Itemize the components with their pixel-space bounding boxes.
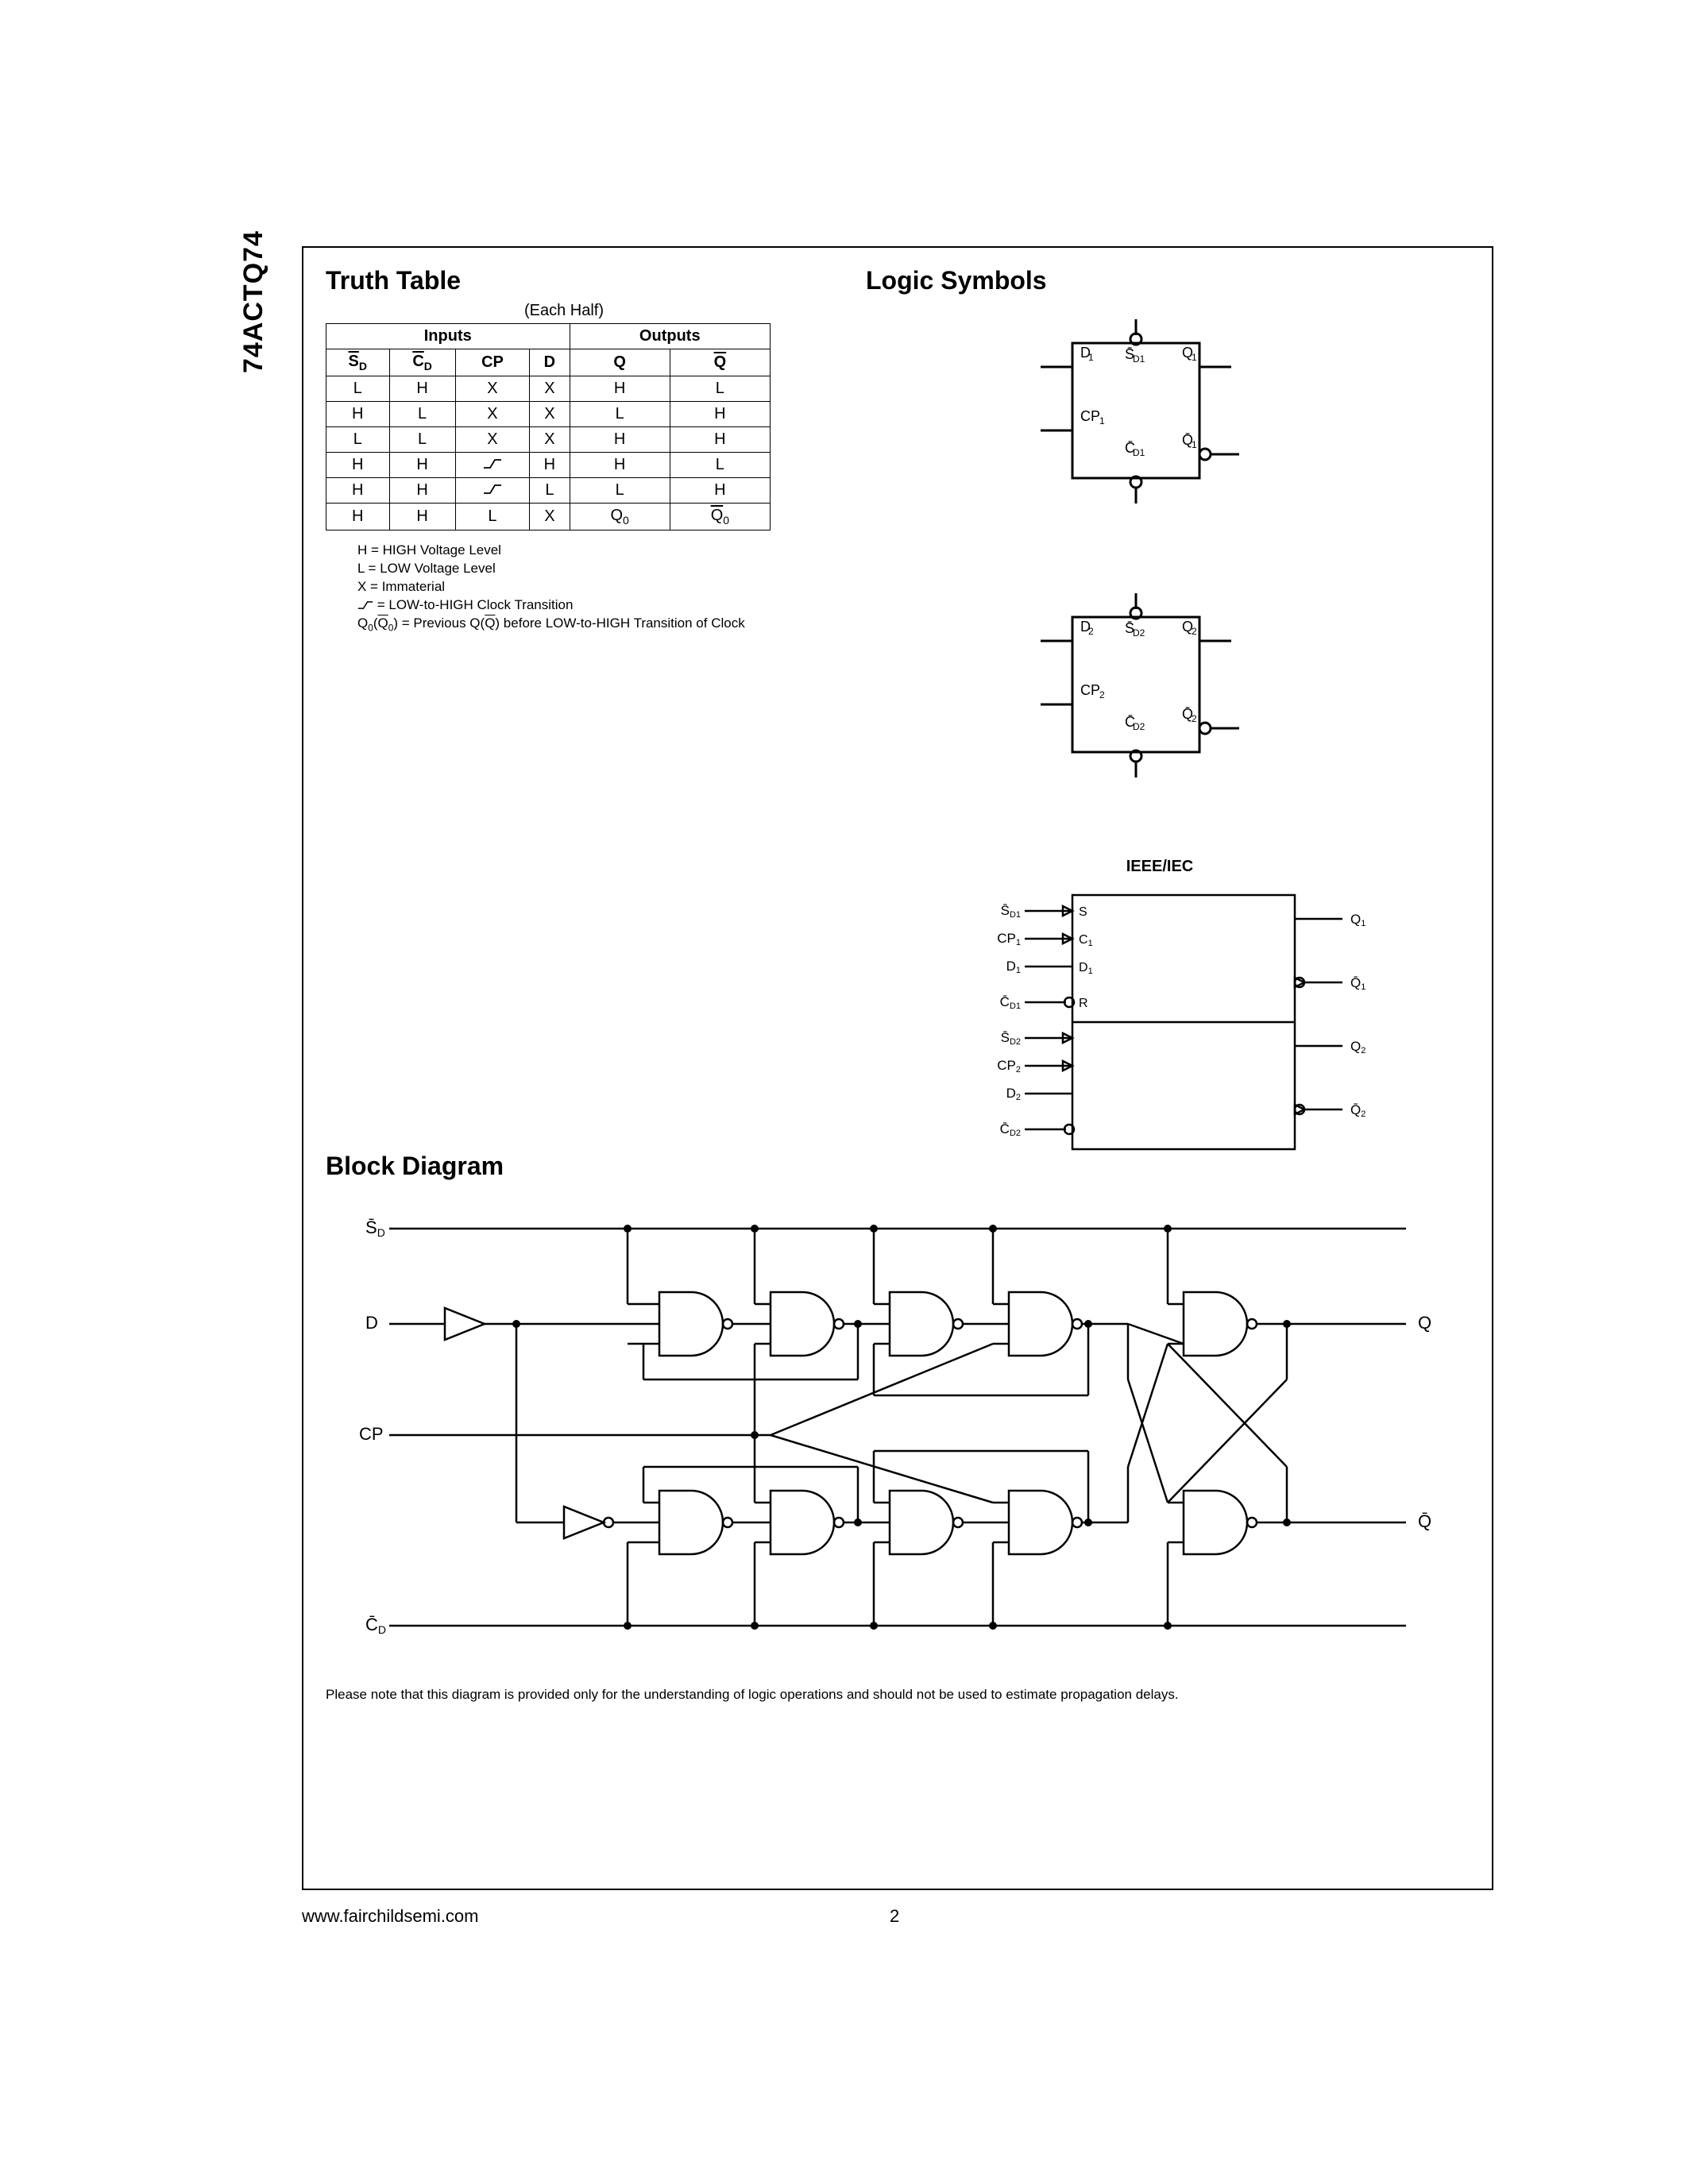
footer-page-number: 2 xyxy=(890,1906,899,1927)
svg-text:D2: D2 xyxy=(1133,721,1145,732)
svg-text:Q1: Q1 xyxy=(1350,912,1365,928)
ieee-label: IEEE/IEC xyxy=(866,858,1454,876)
svg-text:R: R xyxy=(1079,997,1088,1010)
logic-symbol-box-1: D1 CP1 Q1 Q̄1 S̄D1 C̄D1 xyxy=(866,295,1454,581)
logic-symbol-box-2: D2 CP2 Q2 Q̄2 S̄D2 C̄D2 xyxy=(866,585,1454,839)
svg-text:S̄D2: S̄D2 xyxy=(1001,1030,1021,1047)
truth-table-legend: H = HIGH Voltage LevelL = LOW Voltage Le… xyxy=(357,542,802,634)
table-row: HLXXLH xyxy=(326,402,771,427)
svg-text:C̄D2: C̄D2 xyxy=(1000,1121,1021,1138)
svg-text:D1: D1 xyxy=(1133,353,1145,365)
svg-text:Q̄1: Q̄1 xyxy=(1350,975,1365,992)
svg-text:CP: CP xyxy=(1080,408,1100,424)
part-number-side: 74ACTQ74 xyxy=(238,230,269,373)
svg-text:C1: C1 xyxy=(1079,933,1093,948)
table-row: LLXXHH xyxy=(326,427,771,453)
svg-text:1: 1 xyxy=(1099,415,1105,426)
table-row: HHLLH xyxy=(326,478,771,504)
svg-text:S̄D1: S̄D1 xyxy=(1001,903,1021,920)
svg-text:CP2: CP2 xyxy=(997,1058,1021,1075)
svg-text:Q2: Q2 xyxy=(1350,1039,1365,1055)
svg-text:Q̄: Q̄ xyxy=(1418,1511,1431,1531)
truth-table-section: Truth Table (Each Half) Inputs Outputs S… xyxy=(326,266,802,634)
svg-text:C̄D1: C̄D1 xyxy=(1000,994,1021,1011)
svg-text:Q̄2: Q̄2 xyxy=(1350,1102,1365,1119)
truth-table: Inputs Outputs SD CD CP D Q Q LHXXHLHLXX… xyxy=(326,323,771,531)
svg-text:S: S xyxy=(1079,905,1087,919)
footer-url: www.fairchildsemi.com xyxy=(302,1906,479,1927)
block-diagram-note: Please note that this diagram is provide… xyxy=(326,1687,1470,1703)
svg-text:CP: CP xyxy=(359,1424,384,1444)
svg-text:2: 2 xyxy=(1088,626,1094,637)
table-row: HHLXQ0Q0 xyxy=(326,504,771,531)
svg-text:D1: D1 xyxy=(1006,959,1021,975)
group-header-inputs: Inputs xyxy=(326,324,570,349)
svg-text:D2: D2 xyxy=(1006,1086,1021,1102)
svg-text:2: 2 xyxy=(1192,713,1197,724)
block-diagram-title: Block Diagram xyxy=(326,1152,1470,1181)
block-diagram-svg: S̄D D CP C̄D Q Q̄ xyxy=(326,1181,1470,1673)
group-header-outputs: Outputs xyxy=(570,324,770,349)
svg-text:Q: Q xyxy=(1418,1313,1431,1333)
svg-text:D2: D2 xyxy=(1133,627,1145,639)
table-row: LHXXHL xyxy=(326,376,771,402)
svg-text:2: 2 xyxy=(1099,689,1105,700)
logic-symbols-section: Logic Symbols D1 CP1 Q1 Q̄1 S̄D1 C̄D1 xyxy=(866,266,1454,1169)
svg-text:D1: D1 xyxy=(1133,447,1145,458)
truth-table-title: Truth Table xyxy=(326,266,802,295)
ieee-symbol: S̄D1 CP1 D1 C̄D1 S̄D2 CP2 D2 C̄D2 S C1 D… xyxy=(866,879,1454,1165)
column-header-row: SD CD CP D Q Q xyxy=(326,349,771,376)
table-row: HHHHL xyxy=(326,453,771,478)
svg-text:CP1: CP1 xyxy=(997,931,1021,947)
svg-text:2: 2 xyxy=(1192,626,1197,637)
svg-text:C̄D: C̄D xyxy=(365,1615,386,1636)
svg-text:1: 1 xyxy=(1192,439,1197,450)
logic-symbols-title: Logic Symbols xyxy=(866,266,1454,295)
block-diagram-section: Block Diagram xyxy=(326,1152,1470,1703)
svg-text:D: D xyxy=(365,1313,378,1333)
svg-text:1: 1 xyxy=(1192,352,1197,363)
svg-text:1: 1 xyxy=(1088,352,1094,363)
svg-text:S̄D: S̄D xyxy=(365,1217,385,1239)
svg-text:CP: CP xyxy=(1080,682,1100,698)
truth-table-caption: (Each Half) xyxy=(326,302,802,320)
svg-text:D1: D1 xyxy=(1079,961,1093,976)
